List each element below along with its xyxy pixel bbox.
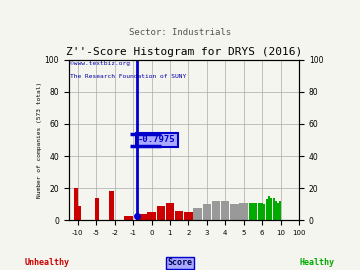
Bar bbox=[266, 200, 268, 220]
Bar bbox=[166, 203, 174, 220]
Bar bbox=[221, 201, 229, 220]
Bar bbox=[270, 198, 273, 220]
Bar bbox=[78, 206, 81, 220]
Bar bbox=[157, 206, 165, 220]
Bar bbox=[147, 212, 156, 220]
Bar bbox=[193, 208, 202, 220]
Bar bbox=[138, 214, 147, 220]
Bar bbox=[175, 211, 183, 220]
Bar bbox=[239, 203, 248, 220]
Text: Score: Score bbox=[167, 258, 193, 267]
Bar bbox=[203, 204, 211, 220]
Bar bbox=[279, 201, 280, 220]
Bar bbox=[249, 203, 257, 220]
Bar bbox=[268, 196, 270, 220]
Bar bbox=[258, 203, 263, 220]
Bar bbox=[275, 201, 277, 220]
Text: The Research Foundation of SUNY: The Research Foundation of SUNY bbox=[71, 74, 187, 79]
Text: -0.7975: -0.7975 bbox=[138, 136, 175, 144]
Bar bbox=[264, 204, 265, 220]
Bar bbox=[124, 215, 133, 220]
Bar bbox=[95, 198, 99, 220]
Bar bbox=[184, 212, 193, 220]
Bar bbox=[74, 188, 78, 220]
Title: Z''-Score Histogram for DRYS (2016): Z''-Score Histogram for DRYS (2016) bbox=[66, 48, 302, 58]
Text: ©www.textbiz.org: ©www.textbiz.org bbox=[71, 61, 130, 66]
Bar bbox=[277, 203, 279, 220]
Y-axis label: Number of companies (573 total): Number of companies (573 total) bbox=[37, 82, 42, 198]
Text: Unhealthy: Unhealthy bbox=[24, 258, 69, 267]
Text: Healthy: Healthy bbox=[299, 258, 334, 267]
Bar bbox=[273, 198, 275, 220]
Bar bbox=[230, 204, 239, 220]
Text: Sector: Industrials: Sector: Industrials bbox=[129, 28, 231, 37]
Bar bbox=[109, 191, 114, 220]
Bar bbox=[212, 201, 220, 220]
